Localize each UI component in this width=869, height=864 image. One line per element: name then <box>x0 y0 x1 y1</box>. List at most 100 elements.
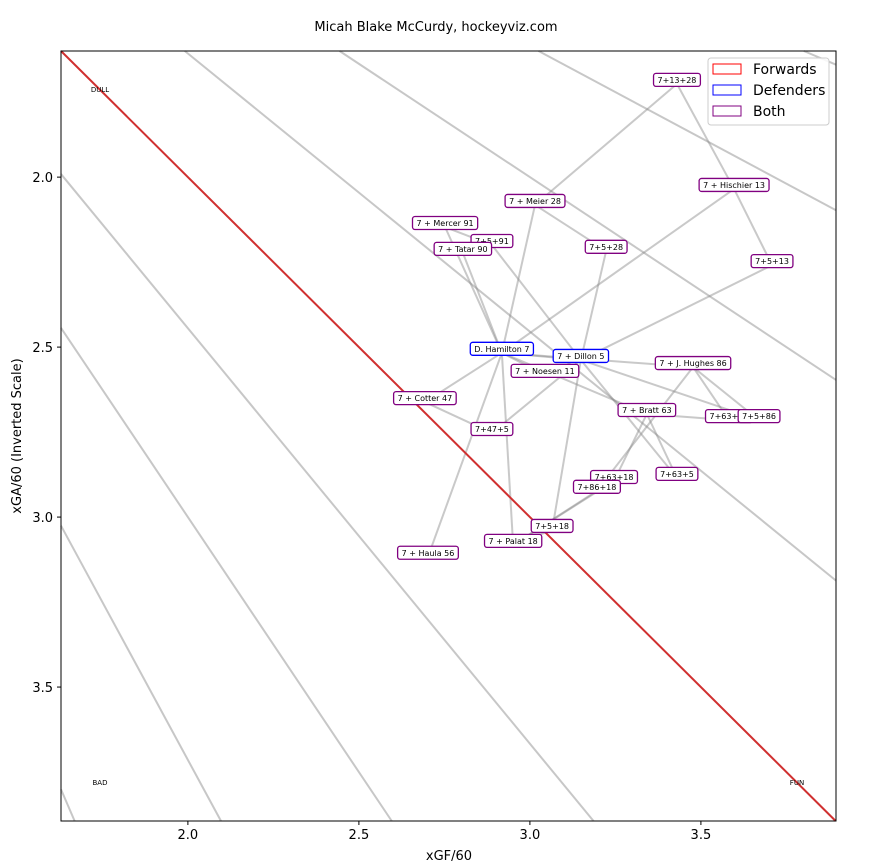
share-contour-65 <box>538 50 837 212</box>
point-label-box <box>483 533 543 549</box>
point-label-text: 7+13+28 <box>658 76 697 85</box>
point-label: 7 + Cotter 47 <box>392 390 457 406</box>
point-label-box <box>750 253 794 269</box>
break-even-line <box>60 50 837 822</box>
y-tick-label: 2.0 <box>32 171 53 186</box>
plot-frame <box>60 50 837 822</box>
axis-ticks: 2.0 2.5 3.0 3.5 2.0 2.5 3.0 3.5 <box>32 171 711 843</box>
link-line <box>500 204 537 354</box>
point-label-box <box>572 479 622 494</box>
point-label: 7 + J. Hughes 86 <box>654 355 732 371</box>
point-label-text: 7+63+5 <box>660 470 694 479</box>
x-tick-label: 2.0 <box>178 828 199 843</box>
point-label-text: 7+5+86 <box>742 412 776 421</box>
link-line <box>491 244 582 361</box>
points: D. Hamilton 7 7 + Dillon 5 7 + Noesen 11 7+… <box>392 72 794 560</box>
corner-label-dull: DULL <box>91 86 109 94</box>
x-tick-label: 3.0 <box>520 828 541 843</box>
share-contours <box>60 50 837 822</box>
legend-swatch-forwards <box>712 63 742 75</box>
legend-swatch-both <box>712 105 742 117</box>
point-label-box <box>396 545 459 560</box>
point-label-box <box>737 408 781 424</box>
point-label-text: 7+63+18 <box>595 473 634 482</box>
point-label: 7 + Bratt 63 <box>617 402 677 418</box>
point-label-text: 7 + Mercer 91 <box>417 219 474 228</box>
point-label: 7+5+28 <box>584 239 628 254</box>
point-label-box <box>552 348 610 364</box>
link-line <box>613 413 648 482</box>
point-label: 7+5+18 <box>530 518 574 534</box>
point-label-box <box>698 177 770 193</box>
point-label: 7+13+28 <box>652 72 702 88</box>
share-contour-45 <box>60 173 595 822</box>
y-tick-label: 3.0 <box>32 511 53 526</box>
point-label-box <box>469 341 535 356</box>
y-tick-label: 3.5 <box>32 681 53 696</box>
point-label: D. Hamilton 7 <box>469 341 535 356</box>
legend: Forwards Defenders Both <box>707 57 830 126</box>
legend-label-both: Both <box>753 104 786 120</box>
point-label-box <box>504 193 566 209</box>
link-line <box>733 188 773 266</box>
y-tick-label: 2.5 <box>32 341 53 356</box>
point-label: 7+63+5 <box>655 466 699 482</box>
point-label: 7+47+5 <box>470 421 514 437</box>
chart-subtitle: Micah Blake McCurdy, hockeyviz.com <box>314 20 557 35</box>
point-label-text: 7 + Haula 56 <box>402 549 455 558</box>
point-label: 7+5+86 <box>737 408 781 424</box>
break-even-line <box>60 50 837 822</box>
point-label-text: 7 + Cotter 47 <box>398 394 453 403</box>
point-label-box <box>655 466 699 482</box>
point-label-box <box>654 355 732 371</box>
point-label-text: 7+5+13 <box>755 257 789 266</box>
point-label: 7 + Mercer 91 <box>411 215 479 231</box>
link-line <box>427 352 503 558</box>
point-label-text: 7+5+28 <box>589 243 623 252</box>
link-line <box>551 359 582 531</box>
corner-label-bad: BAD <box>93 779 108 787</box>
point-label-box <box>392 390 457 406</box>
point-label-text: 7+5+18 <box>535 522 569 531</box>
point-label: 7 + Haula 56 <box>396 545 459 560</box>
point-label: 7 + Meier 28 <box>504 193 566 209</box>
share-contour-55 <box>184 50 837 582</box>
y-axis-label: xGA/60 (Inverted Scale) <box>10 358 25 513</box>
point-label-box <box>510 363 580 379</box>
point-label-text: 7 + Palat 18 <box>489 537 538 546</box>
point-label: 7 + Dillon 5 <box>552 348 610 364</box>
link-line <box>676 83 735 190</box>
share-contour-35 <box>60 525 222 822</box>
point-label-text: 7+47+5 <box>475 425 509 434</box>
link-line <box>534 83 678 206</box>
point-label-text: 7 + Bratt 63 <box>622 406 672 415</box>
link-line <box>500 352 515 545</box>
point-label-text: 7 + Tatar 90 <box>438 245 487 254</box>
point-label: 7 + Noesen 11 <box>510 363 580 379</box>
point-label-text: 7 + J. Hughes 86 <box>659 359 726 368</box>
point-label-box <box>470 421 514 437</box>
legend-label-defenders: Defenders <box>753 83 825 99</box>
link-line <box>461 252 503 354</box>
point-label-box <box>584 239 628 254</box>
point-label-text: 7+5+91 <box>475 237 509 246</box>
point-label-text: 7 + Meier 28 <box>509 197 561 206</box>
link-line <box>501 188 735 354</box>
legend-label-forwards: Forwards <box>753 62 817 78</box>
x-axis-label: xGF/60 <box>426 849 472 864</box>
share-contour-60 <box>339 50 837 381</box>
link-line <box>580 264 773 361</box>
point-label-text: 7 + Dillon 5 <box>557 352 604 361</box>
corner-label-fun: FUN <box>790 779 804 787</box>
link-line <box>579 250 608 361</box>
share-contour-40 <box>60 327 393 822</box>
point-label: 7 + Hischier 13 <box>698 177 770 193</box>
point-label-box <box>530 518 574 534</box>
point-label-text: D. Hamilton 7 <box>474 345 529 354</box>
point-label-box <box>411 215 479 231</box>
point-label-box <box>617 402 677 418</box>
x-tick-label: 3.5 <box>691 828 712 843</box>
point-label-box <box>433 241 493 257</box>
point-label-text: 7 + Hischier 13 <box>703 181 765 190</box>
